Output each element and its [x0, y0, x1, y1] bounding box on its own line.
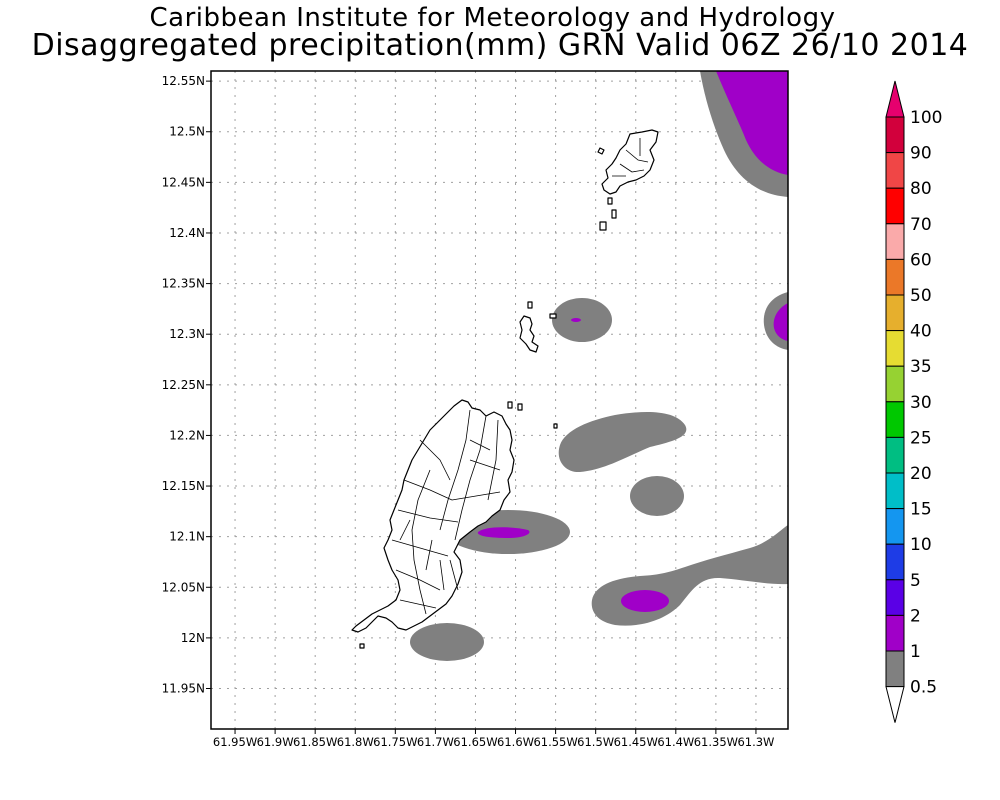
small-islet-10 — [359, 643, 365, 649]
precip-area-southeast-core — [621, 590, 669, 612]
colorbar-swatch — [885, 152, 905, 189]
precip-area-south-grenada — [410, 623, 484, 661]
colorbar-label: 10 — [910, 535, 932, 555]
colorbar-label: 100 — [910, 108, 942, 128]
colorbar-swatch — [885, 365, 905, 403]
precip-area-east-edge-core — [773, 303, 788, 341]
color-scale-bar: 100 90 80 70 60 50 40 35 30 25 20 15 10 5 2 1 0.5 — [885, 80, 942, 723]
chart-title-line1: Caribbean Institute for Meteorology and … — [149, 3, 836, 33]
lat-tick-label: 12.45N — [162, 175, 205, 189]
lon-tick-label: 61.55W — [533, 735, 577, 749]
colorbar-label: 25 — [910, 428, 932, 448]
colorbar-swatch — [885, 294, 905, 332]
colorbar-top-arrow — [885, 80, 905, 118]
colorbar-swatch — [885, 579, 905, 616]
small-islet-7 — [507, 401, 513, 409]
small-islet-2 — [607, 197, 613, 205]
lat-tick-label: 11.95N — [162, 682, 205, 696]
lat-tick-label: 12.55N — [162, 74, 205, 88]
colorbar-swatch — [885, 116, 905, 154]
lon-tick-label: 61.85W — [293, 735, 337, 749]
lon-tick-label: 61.8W — [337, 735, 374, 749]
colorbar-label: 60 — [910, 250, 932, 270]
lon-tick-label: 61.95W — [213, 735, 257, 749]
colorbar-swatch — [885, 436, 905, 474]
colorbar-swatch — [885, 258, 905, 296]
lon-tick-label: 61.35W — [694, 735, 738, 749]
lon-tick-label: 61.45W — [614, 735, 658, 749]
colorbar-swatch — [885, 223, 905, 260]
precip-area-carriacou — [552, 298, 612, 342]
lon-tick-label: 61.75W — [373, 735, 417, 749]
colorbar-bottom-arrow — [885, 686, 905, 723]
precip-area-carriacou-core — [571, 318, 581, 322]
colorbar-label: 2 — [910, 606, 921, 626]
latitude-labels: 12.55N 12.5N 12.45N 12.4N 12.35N 12.3N 12.25N 1… — [162, 74, 211, 696]
colorbar-swatch — [885, 614, 905, 652]
lon-tick-label: 61.3W — [737, 735, 774, 749]
colorbar-label: 1 — [910, 642, 921, 662]
lat-tick-label: 12.2N — [169, 428, 205, 442]
lon-tick-label: 61.4W — [657, 735, 694, 749]
colorbar-swatch — [885, 330, 905, 367]
colorbar-swatch — [885, 472, 905, 510]
colorbar-label: 80 — [910, 179, 932, 199]
precip-area-southeast-band — [591, 525, 788, 626]
small-islet-1 — [597, 147, 605, 155]
lat-tick-label: 12.05N — [162, 580, 205, 594]
grenada-parish-lines — [391, 409, 501, 615]
land-outlines — [351, 129, 659, 649]
lat-tick-label: 12.4N — [169, 226, 205, 240]
longitude-labels: 61.95W 61.9W 61.85W 61.8W 61.75W 61.7W 61.65W 6… — [213, 729, 774, 749]
colorbar-label: 30 — [910, 393, 932, 413]
colorbar-label: 90 — [910, 144, 932, 164]
lat-tick-label: 12.35N — [162, 277, 205, 291]
union-island-outline — [601, 129, 659, 195]
colorbar-label: 70 — [910, 215, 932, 235]
colorbar-label: 40 — [910, 322, 932, 342]
lon-tick-label: 61.65W — [453, 735, 497, 749]
lat-tick-label: 12.5N — [169, 125, 205, 139]
lon-tick-label: 61.5W — [577, 735, 614, 749]
colorbar-label: 20 — [910, 464, 932, 484]
small-islet-6 — [549, 313, 557, 319]
colorbar-label: 0.5 — [910, 678, 937, 698]
precip-area-ne-corner-core — [716, 71, 788, 175]
colorbar-label: 15 — [910, 500, 932, 520]
lon-tick-label: 61.6W — [497, 735, 534, 749]
chart-title-line2: Disaggregated precipitation(mm) GRN Vali… — [31, 28, 969, 63]
precipitation-fields — [410, 71, 788, 661]
colorbar-swatch — [885, 543, 905, 581]
colorbar-swatch — [885, 508, 905, 545]
lon-tick-label: 61.7W — [417, 735, 454, 749]
carriacou-island-outline — [519, 315, 539, 353]
colorbar-swatch — [885, 401, 905, 438]
lat-tick-label: 12N — [181, 631, 205, 645]
small-islet-3 — [611, 209, 617, 219]
lat-tick-label: 12.25N — [162, 378, 205, 392]
colorbar-swatch — [885, 650, 905, 688]
small-islet-9 — [553, 423, 558, 429]
small-islet-8 — [517, 403, 523, 411]
colorbar-swatch — [885, 187, 905, 225]
map-frame — [210, 70, 789, 730]
precip-area-small-east — [630, 476, 684, 516]
colorbar-label: 50 — [910, 286, 932, 306]
small-islet-5 — [527, 301, 533, 309]
precip-area-grenville-core — [477, 527, 530, 538]
small-islet-4 — [599, 221, 607, 231]
precip-area-band-east — [558, 412, 687, 473]
grid-lines — [211, 71, 788, 729]
lat-tick-label: 12.3N — [169, 327, 205, 341]
colorbar-label: 35 — [910, 357, 932, 377]
grenada-island-outline — [351, 399, 515, 633]
lon-tick-label: 61.9W — [257, 735, 294, 749]
union-parish-lines — [612, 138, 649, 177]
lat-tick-label: 12.15N — [162, 479, 205, 493]
lat-tick-label: 12.1N — [169, 530, 205, 544]
colorbar-label: 5 — [910, 571, 921, 591]
